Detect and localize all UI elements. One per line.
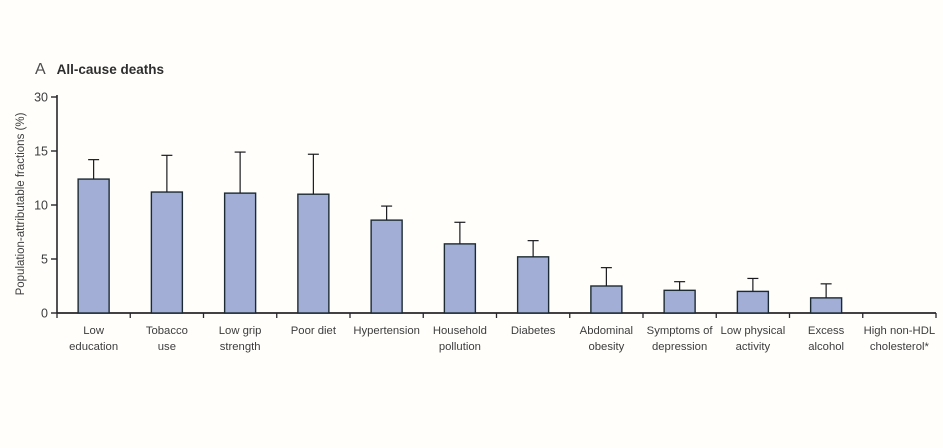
x-category-label: Low physical activity	[721, 325, 786, 353]
bar	[736, 290, 770, 314]
bar	[77, 178, 110, 314]
bar	[590, 285, 623, 314]
x-category-label: Low grip strength	[219, 325, 262, 353]
bar	[809, 297, 843, 314]
x-category-label: Symptoms of depression	[647, 325, 714, 353]
x-category-label: Low education	[69, 325, 118, 353]
y-tick-label: 15	[34, 145, 48, 159]
x-category-label: Poor diet	[291, 325, 337, 337]
bar	[516, 256, 550, 314]
panel-letter: A	[35, 61, 46, 78]
bar	[150, 191, 184, 314]
x-category-label: Diabetes	[511, 325, 556, 337]
bar	[370, 219, 403, 314]
y-tick-label: 10	[34, 199, 48, 213]
bar	[297, 193, 330, 314]
x-category-label: Tobacco use	[146, 325, 188, 353]
y-tick-label: 0	[41, 307, 48, 321]
y-tick-label: 5	[41, 253, 48, 267]
x-category-label: Hypertension	[353, 325, 420, 337]
bar	[223, 192, 257, 314]
panel-heading: All-cause deaths	[56, 62, 164, 77]
panel-title: A All-cause deaths	[35, 61, 164, 79]
y-tick-label: 30	[34, 91, 48, 105]
x-category-label: Excess alcohol	[808, 325, 845, 353]
x-category-label: Household pollution	[433, 325, 487, 353]
x-category-label: High non-HDL cholesterol*	[864, 325, 936, 353]
x-category-label: Abdominal obesity	[580, 325, 633, 353]
bar	[443, 243, 477, 314]
bar	[663, 289, 696, 314]
